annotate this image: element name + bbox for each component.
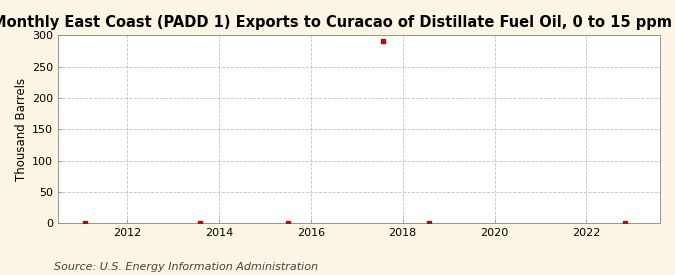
- Point: [282, 221, 293, 225]
- Y-axis label: Thousand Barrels: Thousand Barrels: [15, 78, 28, 181]
- Point: [378, 39, 389, 43]
- Point: [80, 221, 90, 225]
- Point: [194, 221, 205, 225]
- Point: [424, 221, 435, 225]
- Title: Monthly East Coast (PADD 1) Exports to Curacao of Distillate Fuel Oil, 0 to 15 p: Monthly East Coast (PADD 1) Exports to C…: [0, 15, 675, 30]
- Point: [619, 221, 630, 225]
- Text: Source: U.S. Energy Information Administration: Source: U.S. Energy Information Administ…: [54, 262, 318, 272]
